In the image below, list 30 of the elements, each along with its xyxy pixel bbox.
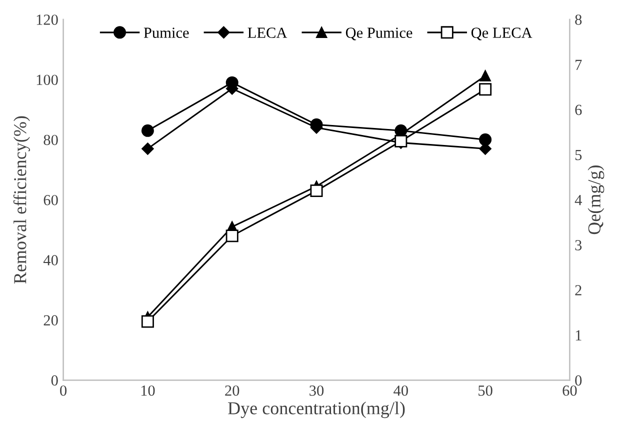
y-axis-title: Removal efficiency(%) <box>13 116 30 284</box>
x-tick-label: 50 <box>478 385 492 396</box>
x-tick-label: 20 <box>225 385 240 396</box>
legend-label: Qe LECA <box>471 28 532 40</box>
y2-tick-label: 0 <box>575 375 582 386</box>
y2-tick-label: 8 <box>575 14 582 25</box>
x-axis-title: Dye concentration(mg/l) <box>228 402 405 418</box>
y-tick-label: 0 <box>51 375 58 386</box>
y2-tick-label: 6 <box>575 104 582 116</box>
x-tick-label: 10 <box>141 385 155 396</box>
y-tick-label: 60 <box>44 194 58 206</box>
y2-tick-label: 4 <box>574 195 582 206</box>
legend-label: Qe Pumice <box>346 28 412 40</box>
x-tick-label: 0 <box>60 385 67 396</box>
y2-tick-label: 1 <box>576 330 582 340</box>
y2-axis-title: Qe(mg/g) <box>588 165 604 234</box>
x-tick-label: 30 <box>310 385 324 396</box>
y2-tick-label: 5 <box>575 150 582 160</box>
y-tick-label: 20 <box>44 315 58 326</box>
y2-tick-label: 2 <box>575 285 582 296</box>
y-tick-label: 120 <box>36 14 58 25</box>
y-tick-label: 40 <box>43 255 58 266</box>
x-tick-label: 40 <box>394 385 408 396</box>
y-tick-label: 80 <box>44 134 58 146</box>
y2-tick-label: 7 <box>576 60 582 70</box>
x-tick-label: 60 <box>562 385 577 396</box>
y-tick-label: 100 <box>36 74 58 86</box>
legend-label: Pumice <box>144 28 189 38</box>
y2-tick-label: 3 <box>575 240 582 250</box>
legend-label: LECA <box>248 28 288 38</box>
